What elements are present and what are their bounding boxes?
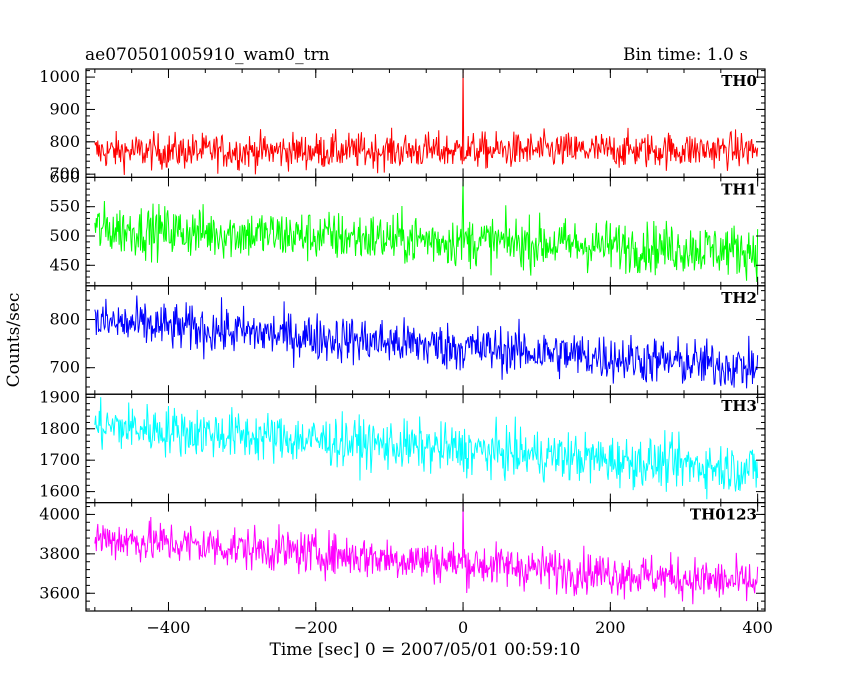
x-axis-label: Time [sec] 0 = 2007/05/01 00:59:10	[270, 640, 581, 660]
y-tick-label: 800	[49, 132, 80, 151]
panel-th1: 450 500 550 600 TH1	[49, 167, 766, 287]
x-tick-label: −200	[294, 618, 338, 637]
y-tick-label: 3600	[39, 583, 80, 602]
y-tick-label: 1900	[39, 387, 80, 406]
panel-label: TH0123	[690, 506, 757, 524]
panel-th2: 700 800 TH2	[49, 285, 766, 395]
panel-th0123: 3600 3800 4000 TH0123	[39, 502, 766, 612]
y-tick-label: 1600	[39, 482, 80, 501]
y-tick-label: 800	[49, 310, 80, 329]
y-tick-label: 700	[49, 358, 80, 377]
y-tick-label: 450	[49, 255, 80, 274]
y-tick-label: 1000	[39, 67, 80, 86]
y-tick-label: 500	[49, 226, 80, 245]
chart-title: ae070501005910_wam0_trn	[85, 45, 330, 65]
y-tick-label: 4000	[39, 504, 80, 523]
series-th1	[94, 177, 759, 283]
series-th3	[94, 397, 759, 500]
y-tick-label: 3800	[39, 544, 80, 563]
y-tick-label: 700	[49, 164, 80, 183]
panels-group: 700 800 900 1000 TH0 450 500 550 600 TH1 700 800 TH2…	[39, 67, 766, 612]
panel-label: TH2	[721, 289, 757, 307]
x-tick-label: 400	[742, 618, 773, 637]
x-tick-label: −400	[147, 618, 191, 637]
panel-label: TH1	[721, 180, 757, 198]
panel-frame	[85, 502, 766, 612]
panel-th3: 1600 1700 1800 1900 TH3	[39, 387, 766, 504]
panel-label: TH3	[721, 397, 757, 415]
y-tick-label: 1800	[39, 419, 80, 438]
y-tick-label: 900	[49, 99, 80, 118]
panel-frame	[85, 68, 766, 179]
x-tick-label: 0	[458, 618, 468, 637]
panel-label: TH0	[721, 72, 757, 90]
x-tick-label: 200	[595, 618, 626, 637]
bin-time-label: Bin time: 1.0 s	[623, 45, 748, 65]
panel-th0: 700 800 900 1000 TH0	[39, 67, 766, 183]
series-th0123	[94, 502, 759, 605]
y-tick-label: 550	[49, 197, 80, 216]
y-tick-label: 1700	[39, 450, 80, 469]
y-axis-label: Counts/sec	[4, 293, 24, 388]
y-tick-label: 600	[49, 167, 80, 186]
series-th0	[94, 69, 759, 175]
series-th2	[94, 295, 759, 389]
x-axis: −400 −200 0 200 400	[147, 618, 773, 637]
